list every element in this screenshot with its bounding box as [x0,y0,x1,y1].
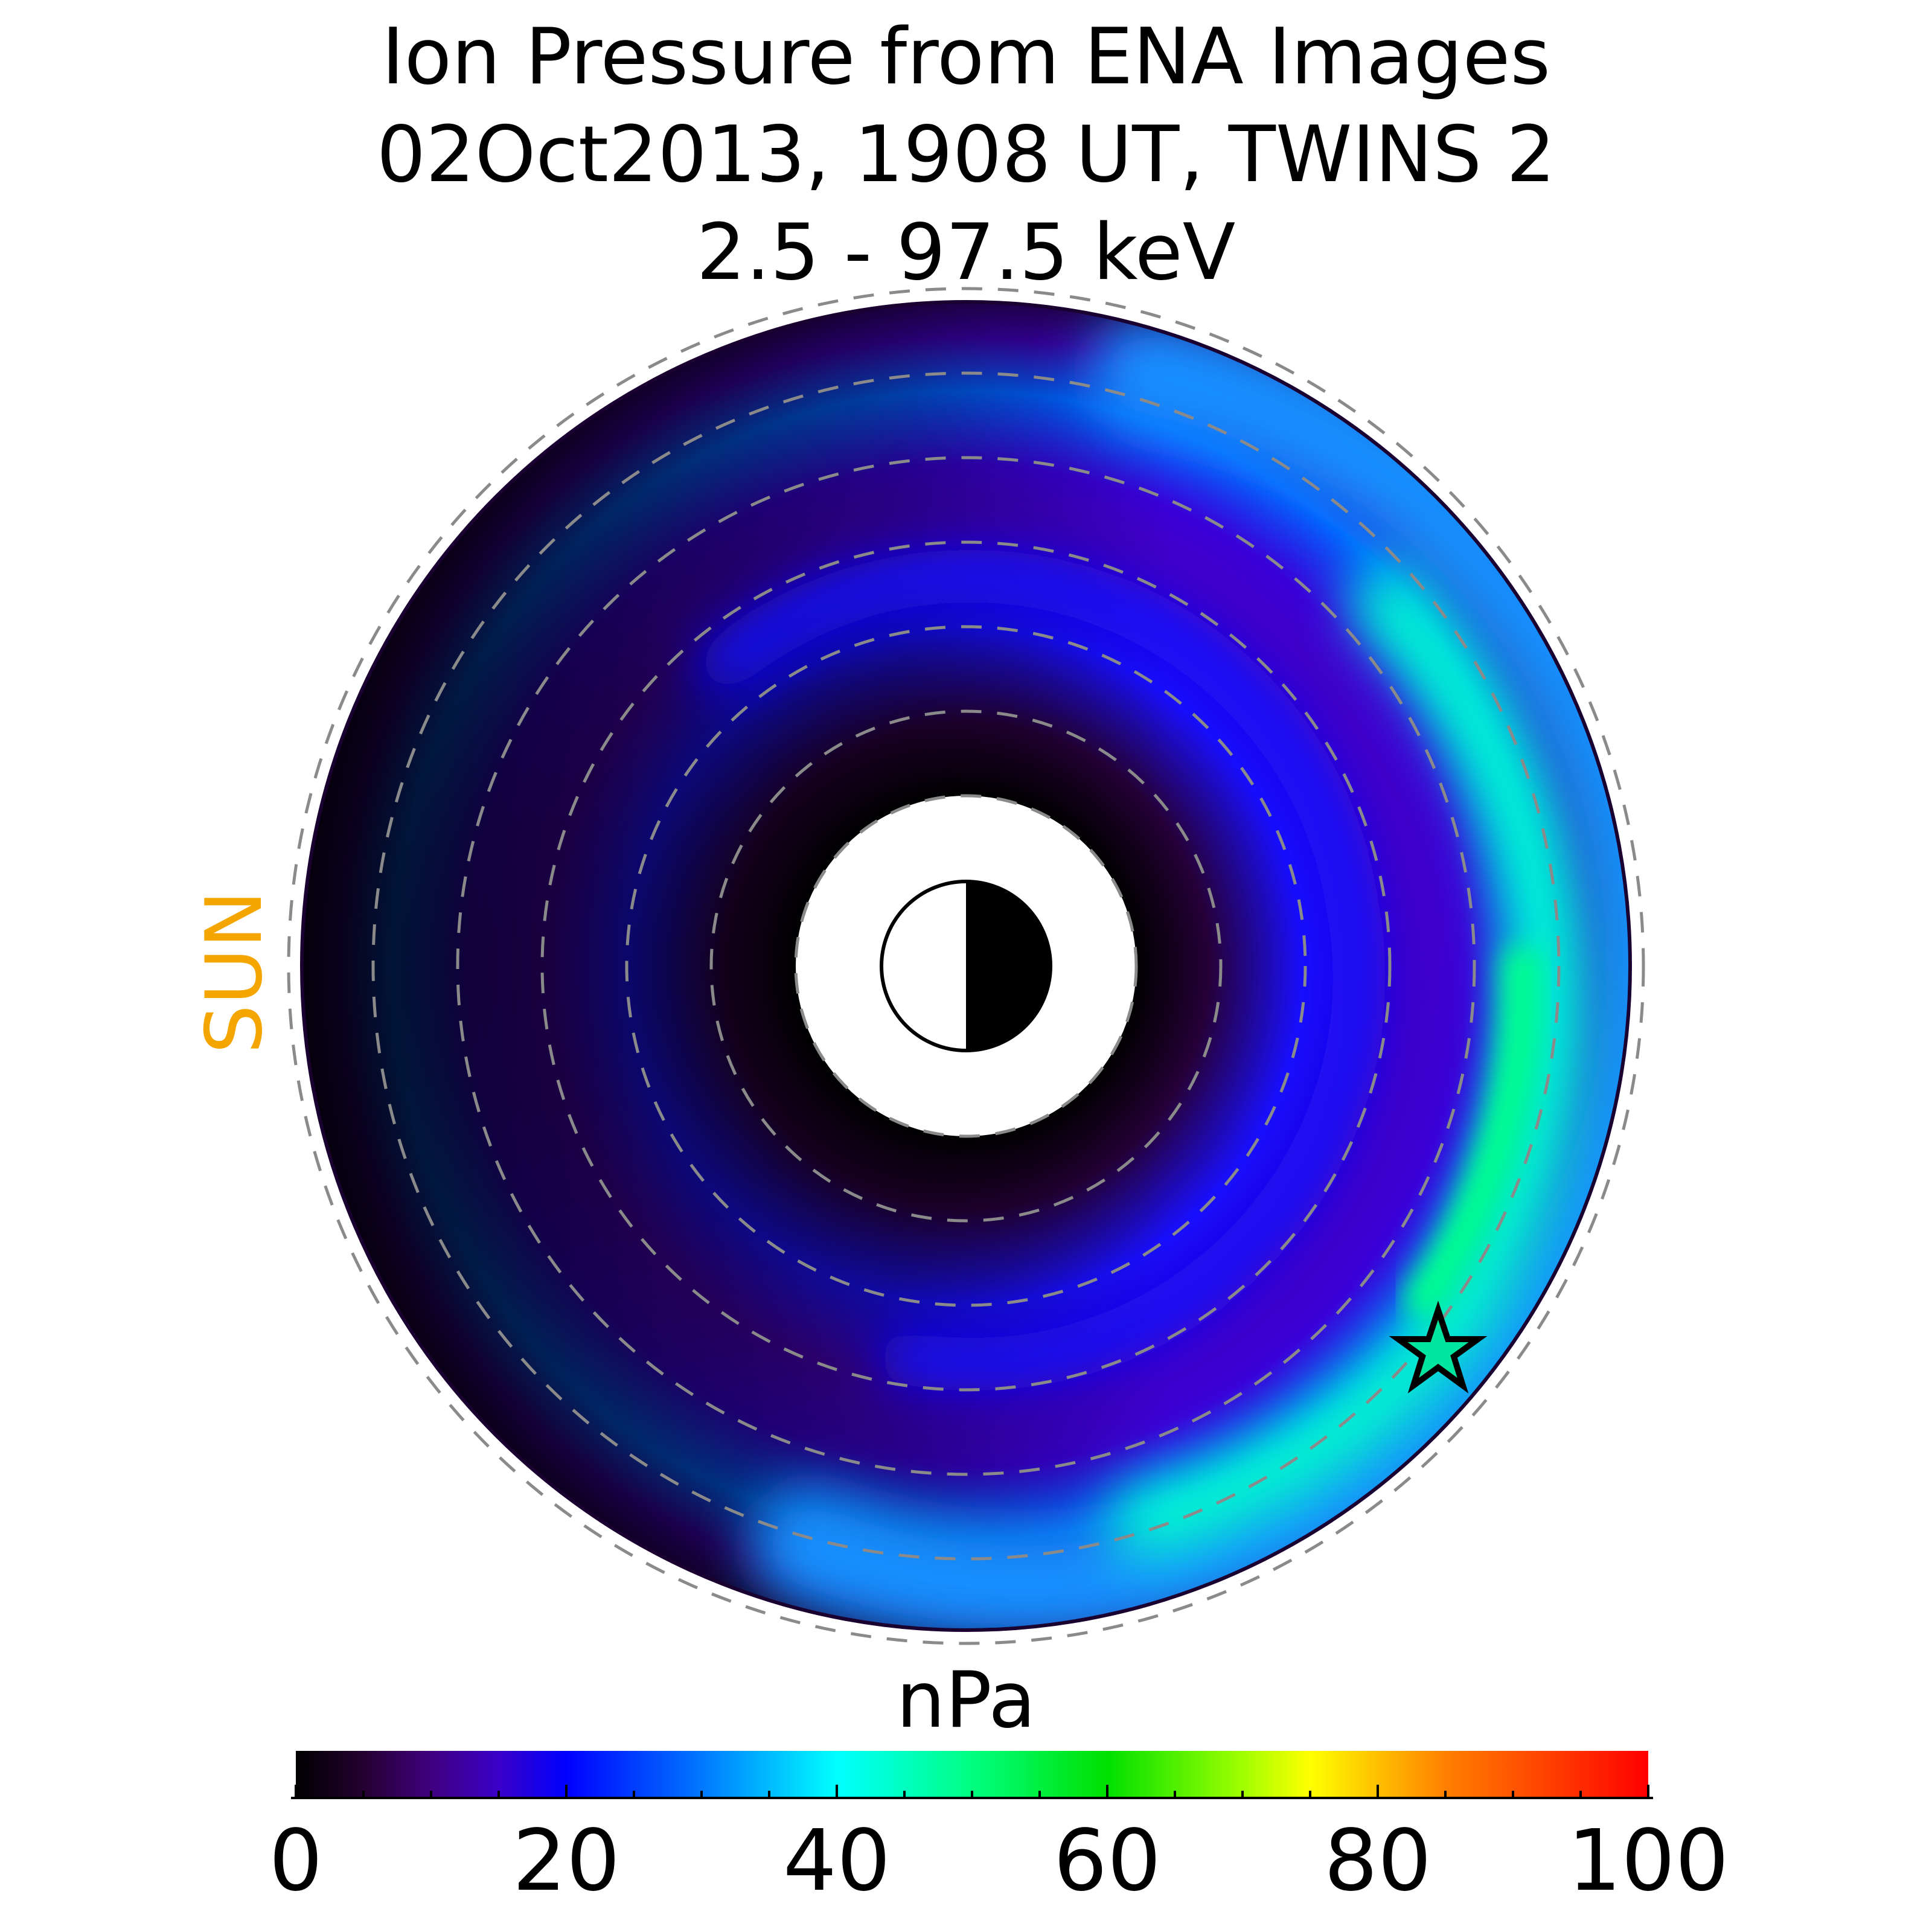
reference-circle [625,625,1307,1307]
reference-circle [287,287,1645,1645]
reference-circle [794,794,1138,1138]
colorbar-ticks: 0 20 40 60 80 100 [269,1785,1729,1910]
map-outer-edge [300,300,1632,1632]
colorbar-tick-label: 80 [1324,1812,1431,1910]
colorbar-tick-label: 60 [1054,1812,1161,1910]
ring-current-core [1404,945,1543,1319]
reference-circles [287,287,1645,1645]
reference-circle [456,456,1476,1476]
colorbar-tick-label: 20 [513,1812,620,1910]
earth-icon [880,880,1052,1052]
colorbar-tick-label: 0 [269,1812,322,1910]
inner-band [697,548,1387,1392]
colorbar-tick-label: 100 [1567,1812,1729,1910]
title-line-3: 2.5 - 97.5 keV [697,208,1236,298]
colorbar-tick-label: 40 [783,1812,891,1910]
spacecraft-star-icon [1389,1300,1488,1394]
reference-circle [371,371,1561,1561]
reference-circle [709,709,1223,1223]
title-line-1: Ion Pressure from ENA Images [382,12,1550,102]
title-line-2: 02Oct2013, 1908 UT, TWINS 2 [377,110,1556,200]
sun-label: SUN [190,891,280,1054]
colorbar: nPa 0 20 40 60 80 100 [269,1655,1729,1910]
colorbar-label: nPa [897,1655,1036,1745]
chart-title: Ion Pressure from ENA Images 02Oct2013, … [377,12,1556,298]
reference-circle [540,540,1392,1392]
